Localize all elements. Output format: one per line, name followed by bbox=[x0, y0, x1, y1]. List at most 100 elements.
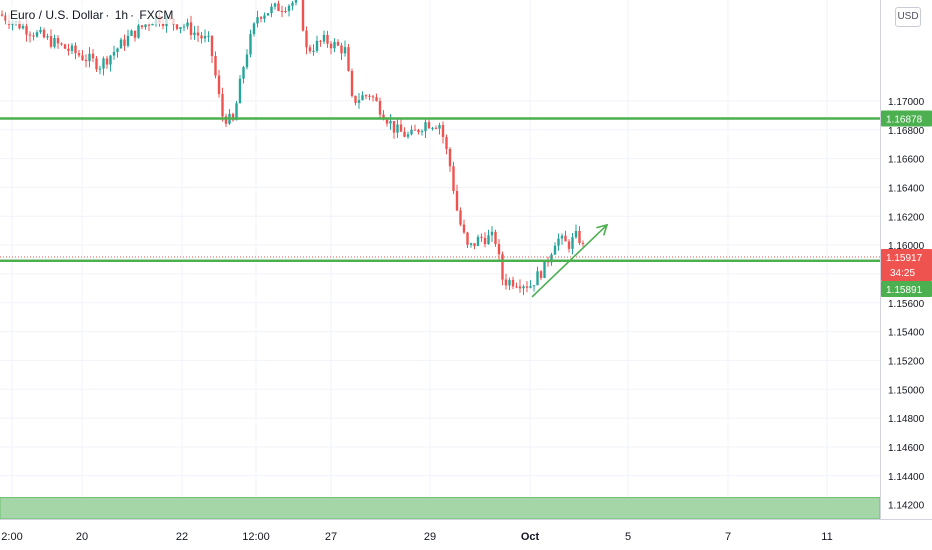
candle-body bbox=[389, 121, 392, 124]
candle-body bbox=[151, 23, 154, 26]
candle-body bbox=[252, 23, 256, 35]
candle-body bbox=[112, 51, 116, 56]
current-price-tag bbox=[881, 249, 932, 282]
price-tick-label: 1.16600 bbox=[888, 155, 925, 166]
time-tick-label: 27 bbox=[325, 531, 337, 543]
time-axis-bg bbox=[0, 519, 932, 550]
candle-body bbox=[497, 244, 501, 255]
candle-body bbox=[490, 231, 494, 236]
candle-body bbox=[60, 43, 63, 45]
candle-body bbox=[130, 30, 133, 36]
time-tick-label: 5 bbox=[625, 531, 631, 543]
candle-body bbox=[410, 129, 413, 135]
candle-body bbox=[46, 36, 49, 38]
candle-body bbox=[196, 32, 200, 36]
candle-body bbox=[95, 58, 98, 70]
candle-body bbox=[203, 36, 207, 39]
candle-body bbox=[217, 75, 221, 95]
candle-body bbox=[319, 40, 322, 42]
candle-body bbox=[105, 58, 109, 65]
candle-body bbox=[116, 48, 119, 52]
candle-body bbox=[49, 36, 53, 47]
candle-body bbox=[305, 30, 308, 48]
candle-body bbox=[301, 0, 305, 31]
level-price-tag bbox=[881, 281, 932, 298]
candle-body bbox=[494, 231, 497, 245]
candle-body bbox=[4, 15, 7, 21]
candle-body bbox=[522, 286, 525, 289]
candle-body bbox=[245, 54, 249, 68]
candle-body bbox=[32, 35, 35, 37]
candle-body bbox=[53, 38, 56, 47]
candle-body bbox=[543, 260, 546, 278]
time-tick-label: 2:00 bbox=[1, 531, 22, 543]
candle-body bbox=[574, 230, 578, 238]
candle-body bbox=[133, 30, 137, 38]
level-price-value: 1.15891 bbox=[886, 285, 923, 296]
candle-body bbox=[424, 122, 427, 132]
candle-body bbox=[259, 17, 263, 19]
candle-body bbox=[193, 32, 196, 36]
horizontal-levels[interactable] bbox=[0, 117, 880, 263]
candle-body bbox=[518, 286, 522, 289]
candle-body bbox=[329, 43, 333, 49]
candle-body bbox=[357, 100, 361, 103]
candle-body bbox=[273, 3, 277, 7]
candle-body bbox=[553, 245, 557, 255]
candle-body bbox=[326, 34, 329, 44]
candle-body bbox=[448, 148, 452, 167]
candles bbox=[0, 0, 585, 296]
candle-body bbox=[403, 131, 406, 137]
price-tick-label: 1.15000 bbox=[888, 385, 925, 396]
trend-arrow[interactable] bbox=[531, 223, 609, 298]
candle-body bbox=[361, 95, 364, 101]
candle-body bbox=[77, 53, 81, 56]
candle-body bbox=[536, 271, 539, 286]
candle-body bbox=[140, 25, 144, 28]
candle-body bbox=[161, 23, 165, 26]
candle-body bbox=[98, 68, 102, 70]
currency-badge[interactable]: USD bbox=[895, 7, 921, 27]
candle-body bbox=[578, 230, 581, 243]
candle-body bbox=[123, 39, 126, 46]
candle-body bbox=[56, 38, 60, 44]
candle-body bbox=[189, 22, 193, 36]
level-price-tag bbox=[881, 110, 932, 127]
time-tick-label: 29 bbox=[424, 531, 436, 543]
candle-body bbox=[81, 55, 84, 60]
data-source: FXCM bbox=[139, 8, 174, 22]
candle-body bbox=[466, 232, 469, 245]
candle-body bbox=[308, 47, 312, 52]
candle-body bbox=[336, 42, 340, 46]
candle-body bbox=[249, 34, 252, 55]
symbol-title[interactable]: Euro / U.S. Dollar · 1h · FXCM bbox=[6, 6, 180, 24]
time-tick-label: 22 bbox=[176, 531, 188, 543]
candle-body bbox=[452, 166, 455, 192]
candle-body bbox=[371, 96, 375, 98]
candle-body bbox=[119, 39, 123, 49]
candle-body bbox=[294, 0, 298, 3]
candle-body bbox=[0, 14, 4, 16]
candle-body bbox=[368, 95, 371, 97]
candle-body bbox=[385, 119, 389, 124]
candle-body bbox=[333, 42, 336, 49]
candle-body bbox=[364, 95, 368, 97]
candle-body bbox=[315, 40, 319, 51]
candle-body bbox=[179, 27, 182, 30]
time-tick-label: 20 bbox=[76, 531, 88, 543]
candle-body bbox=[280, 10, 284, 12]
candle-body bbox=[515, 286, 518, 288]
candle-body bbox=[476, 236, 480, 246]
candle-body bbox=[340, 45, 343, 54]
candle-body bbox=[504, 279, 508, 286]
candle-body bbox=[224, 116, 228, 124]
candle-body bbox=[459, 210, 462, 225]
candle-body bbox=[210, 35, 214, 57]
candle-body bbox=[557, 238, 560, 246]
candle-body bbox=[508, 279, 511, 286]
candle-body bbox=[84, 59, 88, 62]
time-axis[interactable]: 2:00 20 22 12:00 27 29 Oct 5 7 11 bbox=[0, 519, 932, 550]
candle-body bbox=[431, 127, 434, 129]
